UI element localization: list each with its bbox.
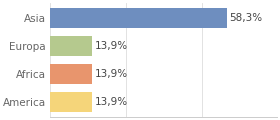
Bar <box>50 92 92 112</box>
Text: 13,9%: 13,9% <box>95 41 128 51</box>
Text: 58,3%: 58,3% <box>229 13 262 23</box>
Bar <box>50 8 227 28</box>
Bar <box>50 36 92 56</box>
Bar <box>50 64 92 84</box>
Text: 13,9%: 13,9% <box>95 97 128 107</box>
Text: 13,9%: 13,9% <box>95 69 128 79</box>
